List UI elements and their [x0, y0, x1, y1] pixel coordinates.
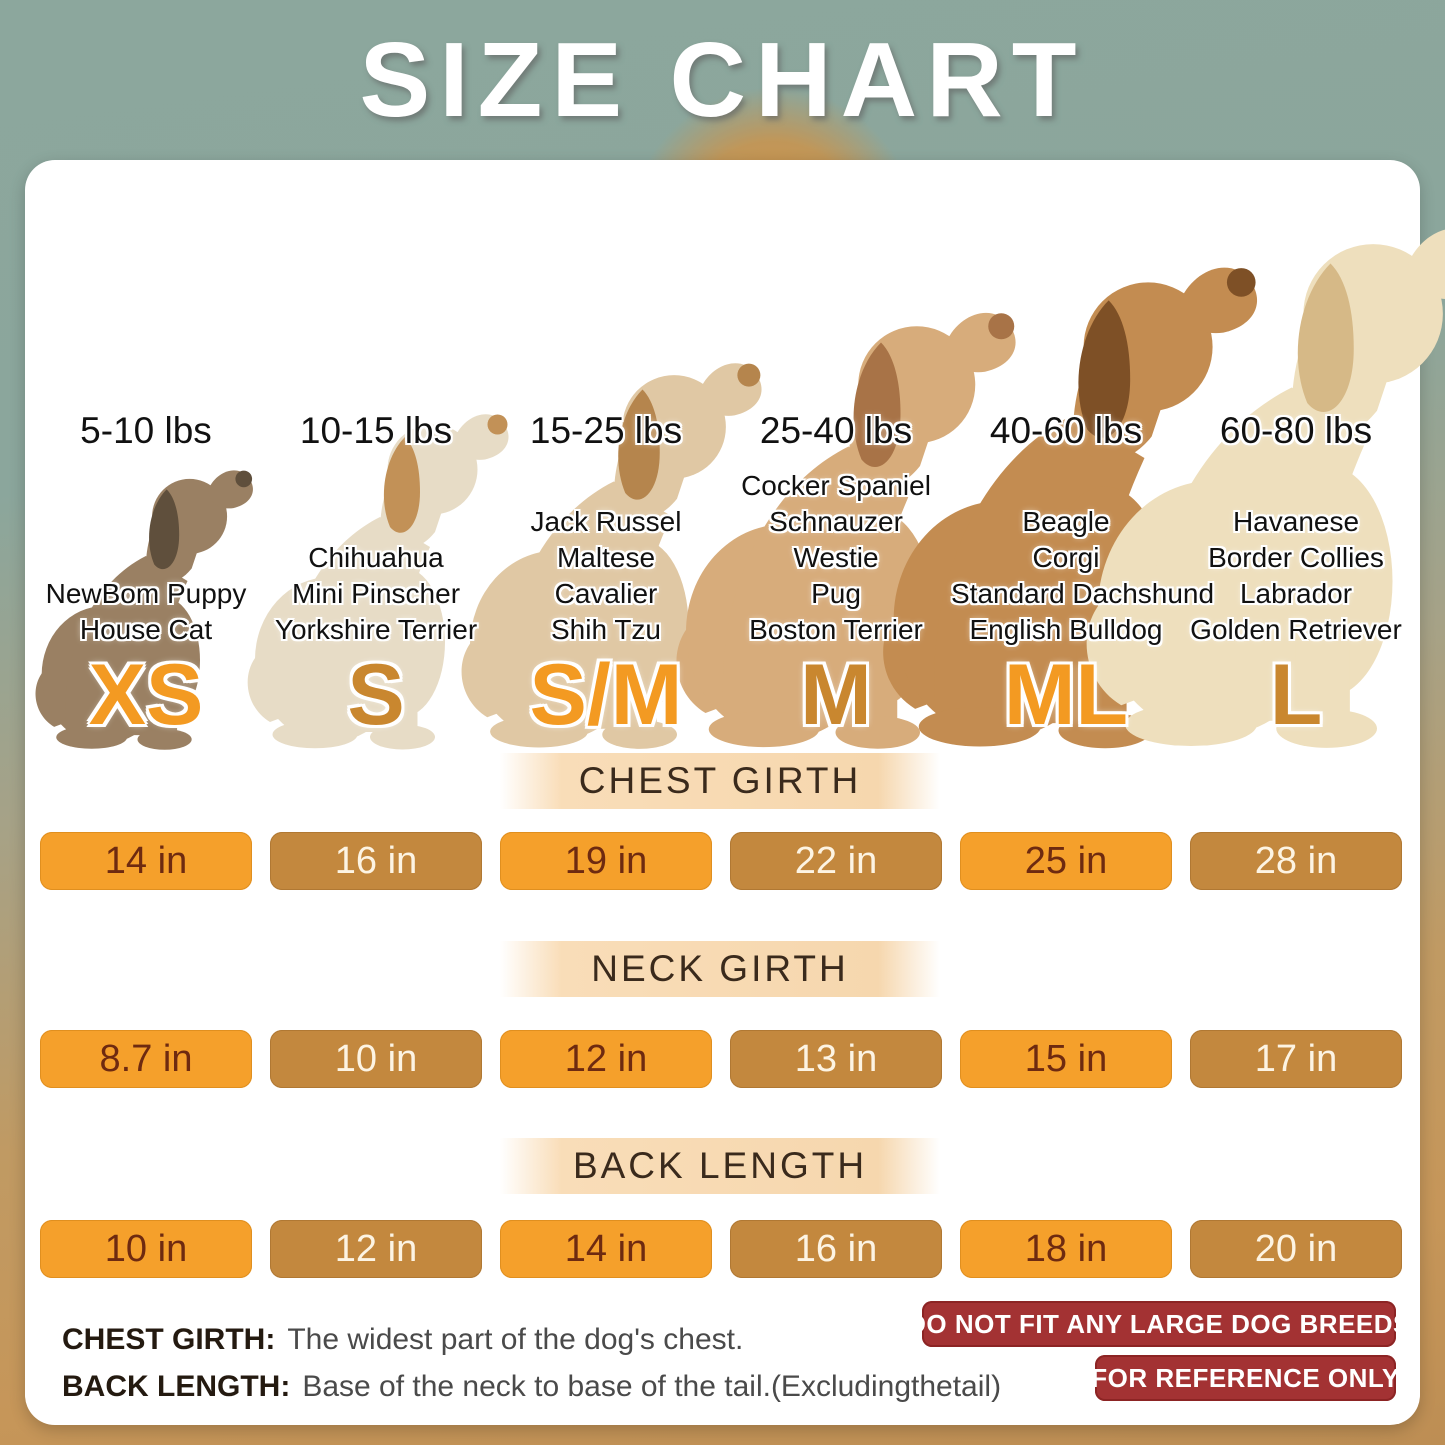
weight-label-m: 25-40 lbs [759, 410, 913, 451]
neck-girth-value-l: 17 in [1190, 1030, 1402, 1088]
size-label-ml: ML [1003, 647, 1129, 743]
breed-item: Yorkshire Terrier [274, 614, 478, 645]
back-length-value-xs: 10 in [40, 1220, 252, 1278]
chest-girth-value-sm: 19 in [500, 832, 712, 890]
breed-item: Golden Retriever [1190, 614, 1402, 645]
neck-girth-value-ml: 15 in [960, 1030, 1172, 1088]
breed-item: Border Collies [1208, 542, 1384, 573]
breed-list-xs: NewBom Puppy House Cat [31, 576, 261, 648]
note-chest-girth: CHEST GIRTH: The widest part of the dog's… [62, 1323, 743, 1357]
back-length-value-l: 20 in [1190, 1220, 1402, 1278]
section-header-back-length: BACK LENGTH [500, 1138, 940, 1194]
breed-item: House Cat [79, 614, 213, 645]
chest-girth-value-xs: 14 in [40, 832, 252, 890]
note-chest-girth-text: The widest part of the dog's chest. [287, 1323, 744, 1356]
note-back-length: BACK LENGTH: Base of the neck to base of … [62, 1370, 1001, 1404]
breed-item: Chihuahua [308, 542, 444, 573]
size-label-m: M [800, 647, 872, 743]
weight-label-xs: 5-10 lbs [80, 410, 212, 451]
breed-item: Pug [811, 578, 861, 609]
chest-girth-value-m: 22 in [730, 832, 942, 890]
breed-item: Havanese [1232, 506, 1360, 537]
neck-girth-value-s: 10 in [270, 1030, 482, 1088]
breed-item: Cavalier [554, 578, 658, 609]
chest-girth-value-s: 16 in [270, 832, 482, 890]
weight-label-l: 60-80 lbs [1219, 410, 1373, 451]
breed-list-m: Cocker Spaniel Schnauzer Westie Pug Bost… [721, 468, 951, 648]
neck-girth-value-sm: 12 in [500, 1030, 712, 1088]
weight-label-s: 10-15 lbs [299, 410, 453, 451]
size-label-sm: S/M [529, 647, 683, 743]
breed-list-sm: Jack Russel Maltese Cavalier Shih Tzu [491, 504, 721, 648]
breed-item: Standard Dachshund [951, 578, 1215, 609]
breed-item: NewBom Puppy [45, 578, 247, 609]
breed-list-ml: Beagle Corgi Standard Dachshund English … [951, 504, 1215, 648]
breed-item: Beagle [1022, 506, 1110, 537]
weight-label-sm: 15-25 lbs [529, 410, 683, 451]
back-length-value-sm: 14 in [500, 1220, 712, 1278]
chest-girth-value-ml: 25 in [960, 832, 1172, 890]
breed-item: English Bulldog [969, 614, 1163, 645]
breed-item: Corgi [1032, 542, 1100, 573]
note-chest-girth-label: CHEST GIRTH: [62, 1323, 276, 1356]
weight-label-ml: 40-60 lbs [989, 410, 1143, 451]
size-label-s: S [347, 647, 405, 743]
note-back-length-label: BACK LENGTH: [62, 1370, 291, 1403]
section-header-chest-girth: CHEST GIRTH [500, 753, 940, 809]
size-label-l: L [1269, 647, 1323, 743]
warning-badge-no-large-breeds: DO NOT FIT ANY LARGE DOG BREEDS [907, 1301, 1410, 1347]
back-length-value-ml: 18 in [960, 1220, 1172, 1278]
size-label-xs: XS [88, 647, 204, 743]
breed-item: Jack Russel [530, 506, 682, 537]
note-back-length-text: Base of the neck to base of the tail.(Ex… [302, 1370, 1002, 1403]
breed-item: Mini Pinscher [291, 578, 461, 609]
breed-list-l: Havanese Border Collies Labrador Golden … [1181, 504, 1411, 648]
warning-badge-reference-only: FOR REFERENCE ONLY [1091, 1355, 1399, 1401]
back-length-value-m: 16 in [730, 1220, 942, 1278]
breed-item: Cocker Spaniel [741, 470, 931, 501]
breed-item: Maltese [556, 542, 656, 573]
breed-item: Westie [793, 542, 879, 573]
breed-item: Boston Terrier [749, 614, 923, 645]
breed-item: Schnauzer [769, 506, 903, 537]
neck-girth-value-xs: 8.7 in [40, 1030, 252, 1088]
back-length-value-s: 12 in [270, 1220, 482, 1278]
breed-list-s: Chihuahua Mini Pinscher Yorkshire Terrie… [261, 540, 491, 648]
page-title: SIZE CHART [359, 21, 1086, 139]
breed-item: Labrador [1239, 578, 1353, 609]
breed-item: Shih Tzu [551, 614, 661, 645]
neck-girth-value-m: 13 in [730, 1030, 942, 1088]
section-header-neck-girth: NECK GIRTH [500, 941, 940, 997]
chest-girth-value-l: 28 in [1190, 832, 1402, 890]
